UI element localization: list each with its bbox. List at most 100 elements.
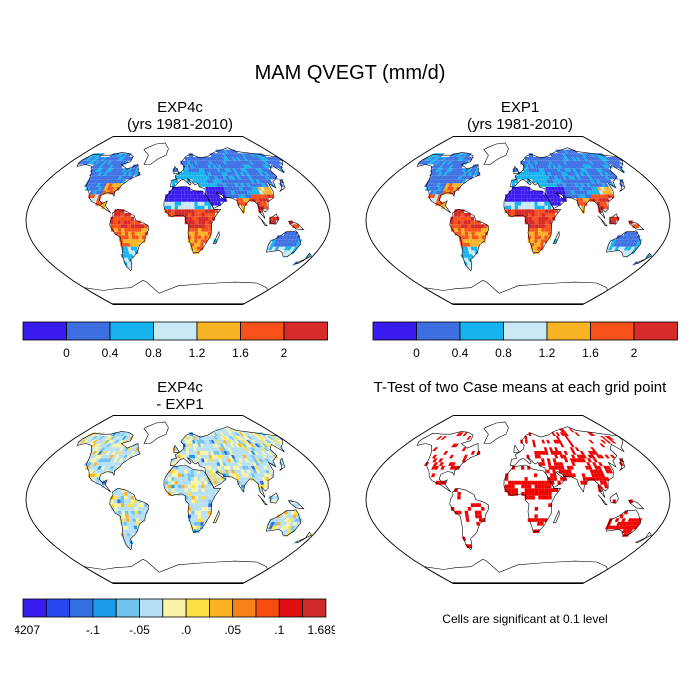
coastline-greenland: [483, 142, 509, 165]
colorbar-box: [416, 321, 461, 341]
colorbar-exp1: 0 0.4 0.8 1.2 1.6 2: [372, 321, 678, 360]
coastline-australia: [605, 230, 642, 258]
coastline-uk: [173, 444, 180, 454]
coastline-sumatra: [597, 215, 608, 227]
colorbar-tick-label: 1.2: [539, 346, 556, 360]
panel-3-title-line1: EXP4c: [157, 379, 203, 396]
coastline-samerica: [449, 208, 490, 272]
coastline-australia: [265, 509, 302, 537]
colorbar-tick-label: 2: [281, 346, 288, 360]
map-difference: [25, 415, 331, 584]
coastline-eurasia: [510, 147, 625, 219]
colorbar-box: [255, 598, 280, 618]
map-exp1: [365, 136, 671, 305]
colorbar-box: [66, 321, 111, 341]
coastline-greenland: [143, 421, 169, 444]
colorbar-tick-label: .0: [181, 623, 191, 637]
colorbar-box: [372, 321, 417, 341]
colorbar-box: [185, 598, 210, 618]
map-ttest: [365, 415, 671, 584]
map-border: [365, 136, 671, 305]
coastline-samerica: [449, 487, 490, 551]
colorbar-box: [278, 598, 303, 618]
coastline-madagascar: [212, 230, 220, 245]
colorbar-tick-label: 2: [631, 346, 638, 360]
colorbar-box: [22, 598, 47, 618]
coastline-japan: [619, 178, 626, 192]
figure-title: MAM QVEGT (mm/d): [254, 62, 446, 84]
colorbar-box: [69, 598, 94, 618]
coastline-greenland: [483, 421, 509, 444]
coastline-eurasia: [170, 147, 285, 219]
coastline-namerica: [76, 431, 141, 493]
colorbar-box: [283, 321, 328, 341]
coastline-namerica: [416, 431, 481, 493]
coastline-newguinea: [628, 220, 645, 231]
coastline-nz: [295, 252, 312, 264]
coastline-newguinea: [288, 220, 305, 231]
colorbar-box: [92, 598, 117, 618]
colorbar-tick-label: 1.6: [582, 346, 599, 360]
coastline-australia: [605, 509, 642, 537]
coastline-uk: [513, 165, 520, 175]
coastline-madagascar: [212, 509, 220, 524]
colorbar-tick-label: -.4207: [15, 623, 40, 637]
coastline-sumatra: [597, 494, 608, 506]
panel-2-title: EXP1 (yrs 1981-2010): [370, 99, 670, 133]
colorbar-box: [45, 598, 70, 618]
colorbar-box: [139, 598, 164, 618]
map-border: [25, 415, 331, 584]
colorbar-tick-label: 0.8: [495, 346, 512, 360]
colorbar-box: [196, 321, 241, 341]
coastline-japan: [279, 178, 286, 192]
coastline-uk: [513, 444, 520, 454]
colorbar-box: [240, 321, 285, 341]
coastline-namerica: [416, 152, 481, 214]
coastline-japan: [279, 457, 286, 471]
coastline-nz: [635, 531, 652, 543]
colorbar-box: [459, 321, 504, 341]
colorbar-tick-label: -.05: [129, 623, 150, 637]
significance-note: Cells are significant at 0.1 level: [442, 612, 608, 626]
colorbar-box: [232, 598, 257, 618]
coastline-sumatra: [257, 494, 268, 506]
colorbar-box: [590, 321, 635, 341]
colorbar-box: [302, 598, 327, 618]
map-field: [417, 149, 652, 269]
colorbar-box: [115, 598, 140, 618]
coastline-nz: [295, 531, 312, 543]
coastline-borneo: [609, 213, 619, 225]
coastline-samerica: [109, 487, 150, 551]
map-border: [365, 415, 671, 584]
map-exp4c: [25, 136, 331, 305]
colorbar-box: [109, 321, 154, 341]
coastline-borneo: [269, 213, 279, 225]
coastline-antarctica: [423, 279, 608, 304]
coastline-samerica: [109, 208, 150, 272]
map-field: [423, 428, 643, 548]
map-field: [77, 149, 312, 269]
panel-1-title: EXP4c (yrs 1981-2010): [30, 99, 330, 133]
coastline-namerica: [76, 152, 141, 214]
map-border: [25, 136, 331, 305]
coastline-sumatra: [257, 215, 268, 227]
coastline-uk: [173, 165, 180, 175]
colorbar-tick-label: 0.4: [452, 346, 469, 360]
coastline-madagascar: [552, 509, 560, 524]
coastline-antarctica: [83, 279, 268, 304]
coastline-africa: [163, 185, 222, 254]
coastline-nz: [635, 252, 652, 264]
colorbar-tick-label: 0: [413, 346, 420, 360]
panel-2-title-line1: EXP1: [500, 99, 540, 116]
panel-1-title-line2: (yrs 1981-2010): [127, 116, 233, 133]
coastline-eurasia: [170, 426, 285, 498]
map-field: [77, 428, 312, 548]
colorbar-box: [546, 321, 591, 341]
panel-4-title: T-Test of two Case means at each grid po…: [350, 379, 690, 396]
coastline-africa: [503, 464, 562, 533]
colorbar-tick-label: 1.6892: [308, 623, 335, 637]
panel-3-title: EXP4c - EXP1: [30, 379, 330, 413]
coastline-antarctica: [83, 558, 268, 583]
colorbar-difference: -.4207 -.1 -.05 .0 .05 .1 1.6892: [15, 598, 335, 637]
coastline-antarctica: [423, 558, 608, 583]
